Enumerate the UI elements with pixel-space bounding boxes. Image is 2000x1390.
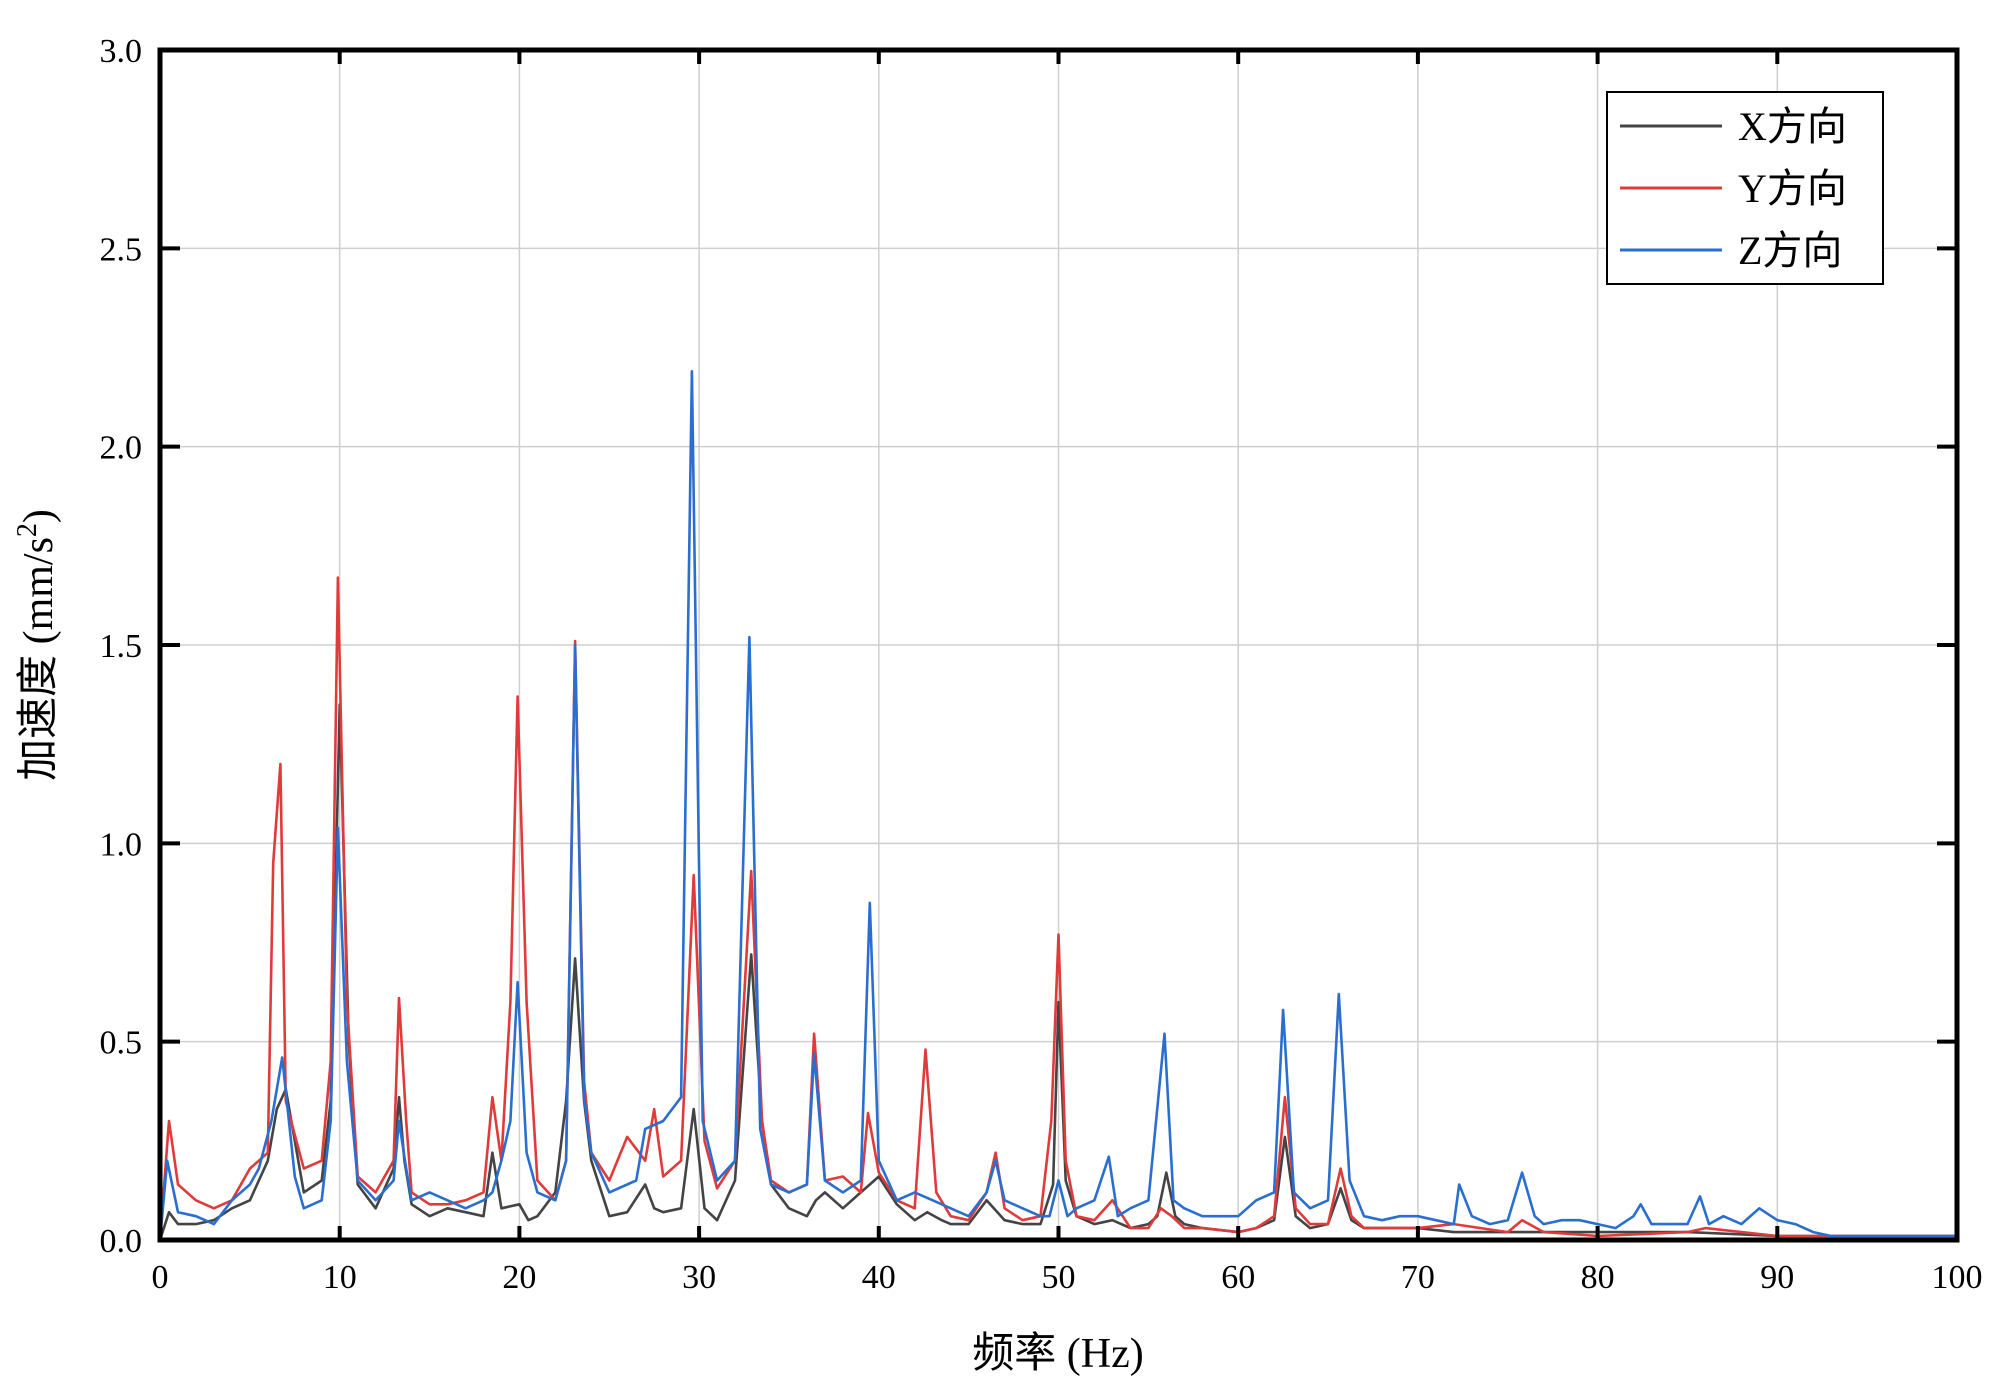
legend-label-y: Y方向 <box>1738 166 1847 211</box>
x-tick-label: 50 <box>1042 1259 1076 1296</box>
x-axis-title: 频率 (Hz) <box>972 1330 1143 1377</box>
x-tick-label: 10 <box>323 1259 357 1296</box>
x-tick-label: 40 <box>862 1259 896 1296</box>
x-tick-label: 20 <box>502 1259 536 1296</box>
y-axis-title: 加速度 (mm/s2) <box>12 509 62 781</box>
y-tick-label: 1.0 <box>100 826 143 863</box>
x-tick-labels: 0 10 20 30 40 50 60 70 80 90 100 <box>152 1259 1983 1296</box>
y-tick-label: 1.5 <box>100 628 143 665</box>
y-tick-label: 0.5 <box>100 1025 143 1062</box>
x-tick-label: 100 <box>1932 1259 1983 1296</box>
y-axis-title-superscript: 2 <box>12 523 43 537</box>
y-axis-title-main: 加速度 (mm/s <box>16 537 62 781</box>
x-tick-label: 70 <box>1401 1259 1435 1296</box>
legend-label-z: Z方向 <box>1738 228 1842 273</box>
y-tick-labels: 0.0 0.5 1.0 1.5 2.0 2.5 3.0 <box>100 33 143 1260</box>
legend-label-x: X方向 <box>1738 104 1847 149</box>
x-tick-label: 60 <box>1221 1259 1255 1296</box>
y-tick-label: 0.0 <box>100 1223 143 1260</box>
x-tick-label: 30 <box>682 1259 716 1296</box>
y-tick-label: 2.5 <box>100 231 143 268</box>
ticks <box>158 48 1959 1242</box>
y-tick-label: 2.0 <box>100 430 143 467</box>
series-layer <box>158 369 1957 1241</box>
legend: X方向 Y方向 Z方向 <box>1606 91 1884 285</box>
y-axis-title-end: ) <box>16 509 62 523</box>
x-tick-label: 80 <box>1581 1259 1615 1296</box>
x-tick-label: 90 <box>1760 1259 1794 1296</box>
y-tick-label: 3.0 <box>100 33 143 70</box>
series-line-z <box>158 369 1957 1241</box>
x-tick-label: 0 <box>152 1259 169 1296</box>
